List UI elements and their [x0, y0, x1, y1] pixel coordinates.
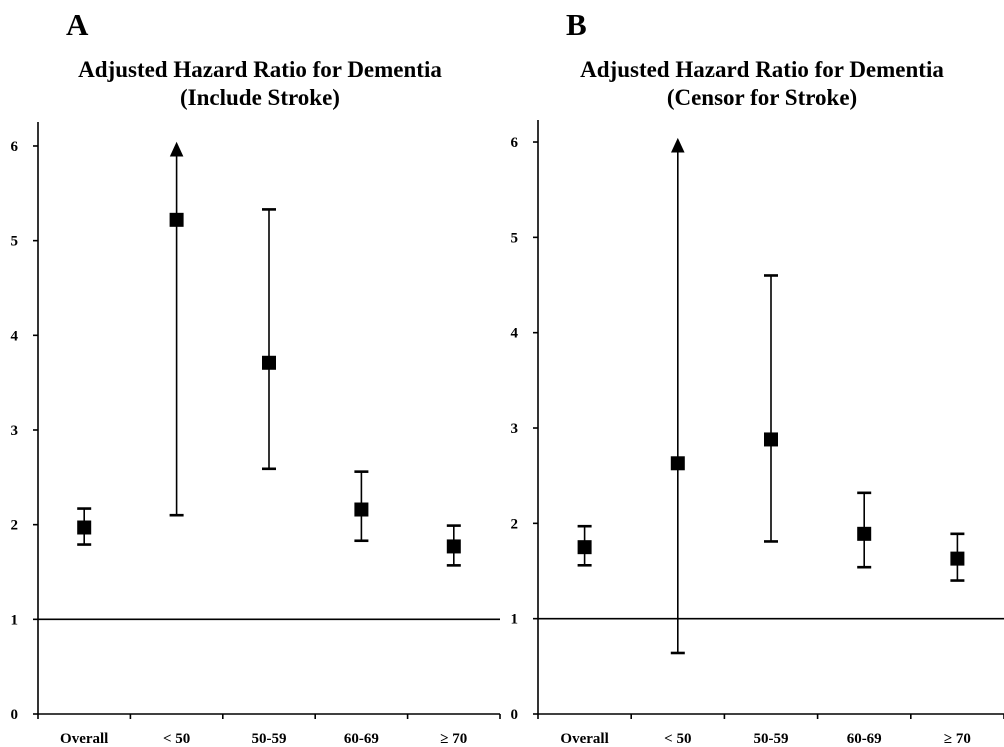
y-tick-label: 2 [11, 518, 19, 534]
y-tick-label: 6 [11, 139, 19, 155]
y-tick-label: 0 [11, 707, 19, 723]
panel-label-a: A [66, 7, 89, 42]
x-tick-label: 60-69 [344, 731, 379, 747]
y-tick-label: 5 [511, 230, 519, 246]
y-tick-label: 3 [511, 421, 519, 437]
x-tick-label: Overall [60, 731, 108, 747]
data-point [764, 432, 778, 447]
y-tick-label: 3 [11, 423, 19, 439]
error-bar-arrow [671, 137, 685, 153]
chart-title-a: Adjusted Hazard Ratio for Dementia (Incl… [20, 56, 500, 112]
chart-plot-a: 0 1 2 3 4 5 6 Overall < 50 50-59 60-69 ≥ 70 [11, 122, 501, 747]
x-tick-label: ≥ 70 [440, 731, 467, 747]
x-tick-label: 50-59 [754, 731, 789, 747]
y-tick-label: 4 [11, 328, 19, 344]
x-tick-label: < 50 [163, 731, 190, 747]
y-tick-label: 1 [11, 612, 19, 628]
data-point [950, 551, 965, 566]
data-point [262, 355, 276, 370]
data-point [577, 540, 592, 555]
y-tick-label: 0 [511, 707, 519, 723]
data-point [354, 502, 369, 517]
panel-label-b: B [566, 7, 587, 42]
data-point [446, 539, 461, 554]
y-tick-label: 1 [511, 612, 519, 628]
x-tick-label: 50-59 [252, 731, 287, 747]
x-tick-label: 60-69 [847, 731, 882, 747]
chart-plot-b: 0 1 2 3 4 5 6 Overall < 50 50-59 60-69 ≥ 70 [511, 120, 1004, 747]
chart-subtitle-a: (Include Stroke) [180, 85, 340, 110]
data-point [77, 520, 92, 535]
chart-title-line-a: Adjusted Hazard Ratio for Dementia [78, 57, 442, 82]
y-tick-label: 5 [11, 234, 19, 250]
x-tick-label: ≥ 70 [944, 731, 971, 747]
data-point [169, 212, 184, 227]
x-tick-label: Overall [560, 731, 608, 747]
y-tick-label: 6 [511, 135, 519, 151]
data-point [670, 456, 685, 471]
chart-title-line-b: Adjusted Hazard Ratio for Dementia [580, 57, 944, 82]
x-tick-label: < 50 [664, 731, 691, 747]
error-bar-arrow [169, 141, 184, 157]
y-tick-label: 4 [511, 326, 519, 342]
chart-panel-b: B Adjusted Hazard Ratio for Dementia (Ce… [502, 0, 1004, 747]
chart-panel-a: A Adjusted Hazard Ratio for Dementia (In… [11, 7, 501, 747]
y-tick-label: 2 [511, 516, 519, 532]
chart-title-b: Adjusted Hazard Ratio for Dementia (Cens… [522, 56, 1002, 112]
chart-subtitle-b: (Censor for Stroke) [666, 85, 858, 110]
data-point [857, 526, 872, 541]
